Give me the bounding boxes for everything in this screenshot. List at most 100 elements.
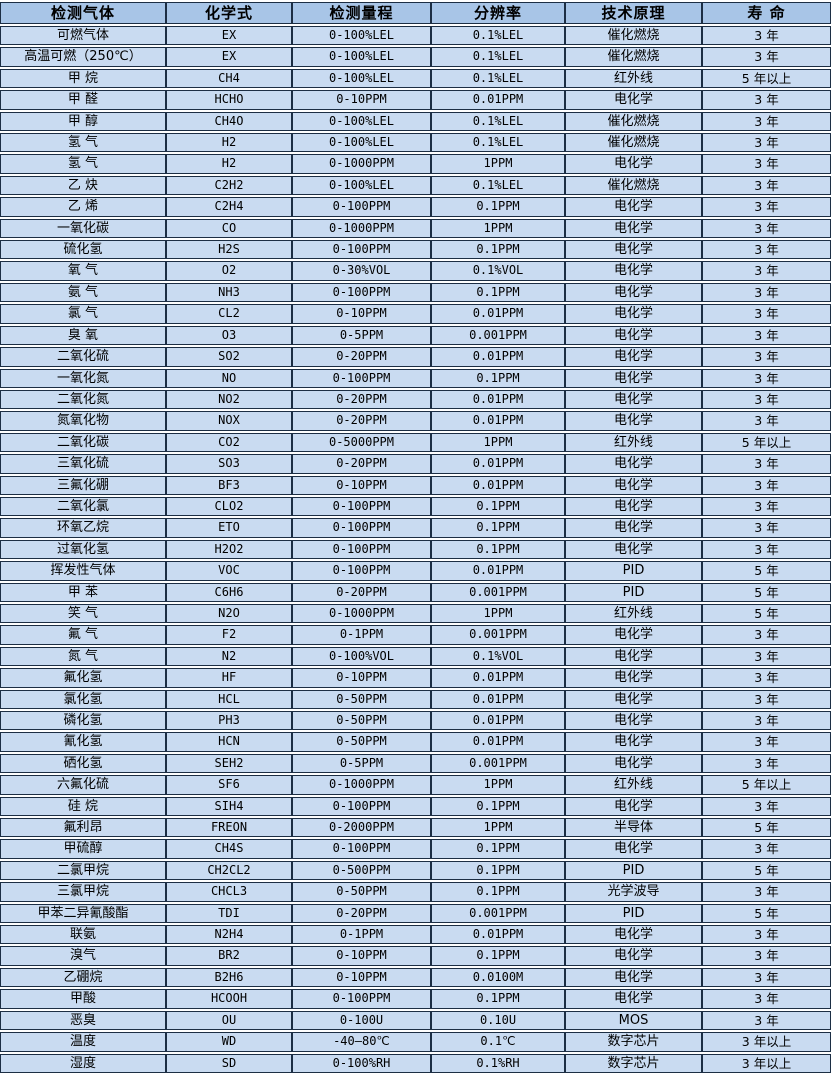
cell: SEH2 [166, 753, 292, 774]
cell: 0.01PPM [431, 925, 565, 945]
cell: 温度 [0, 1032, 166, 1052]
cell: 电化学 [565, 796, 702, 817]
table-row: 环氧乙烷 ETO 0-100PPM 0.1PPM 电化学 3 年 [0, 518, 831, 538]
cell: 臭 氧 [0, 325, 166, 346]
column-header: 技术原理 [565, 2, 702, 24]
cell: 0-100PPM [292, 282, 431, 303]
cell: 0.01PPM [431, 711, 565, 731]
table-row: 三氯甲烷 CHCL3 0-50PPM 0.1PPM 光学波导 3 年 [0, 882, 831, 902]
cell: 数字芯片 [565, 1053, 702, 1073]
cell: 0-100PPM [292, 496, 431, 517]
cell: 电化学 [565, 240, 702, 260]
cell: 0.01PPM [431, 411, 565, 431]
cell: F2 [166, 625, 292, 645]
table-row: 笑 气 N2O 0-1000PPM 1PPM 红外线 5 年 [0, 603, 831, 624]
cell: 电化学 [565, 668, 702, 688]
column-header: 寿 命 [702, 2, 831, 24]
cell: 0.0100M [431, 967, 565, 988]
cell: 一氧化碳 [0, 218, 166, 239]
cell: HF [166, 668, 292, 688]
cell: 3 年 [702, 689, 831, 709]
table-row: 氰化氢 HCN 0-50PPM 0.01PPM 电化学 3 年 [0, 732, 831, 752]
cell: 0.01PPM [431, 689, 565, 709]
cell: 氨 气 [0, 282, 166, 303]
table-row: 甲苯二异氰酸酯 TDI 0-20PPM 0.001PPM PID 5 年 [0, 903, 831, 924]
table-row: 二氯甲烷 CH2CL2 0-500PPM 0.1PPM PID 5 年 [0, 860, 831, 881]
cell: EX [166, 26, 292, 46]
cell: 电化学 [565, 946, 702, 966]
cell: HCHO [166, 90, 292, 110]
cell: 乙硼烷 [0, 967, 166, 988]
cell: 甲酸 [0, 989, 166, 1009]
cell: NH3 [166, 282, 292, 303]
cell: 3 年 [702, 111, 831, 132]
cell: 0-100%LEL [292, 175, 431, 196]
cell: 电化学 [565, 475, 702, 495]
cell: 电化学 [565, 411, 702, 431]
cell: OU [166, 1010, 292, 1031]
cell: 氢 气 [0, 154, 166, 174]
table-row: 甲 苯 C6H6 0-20PPM 0.001PPM PID 5 年 [0, 582, 831, 602]
cell: 可燃气体 [0, 26, 166, 46]
table-row: 氟利昂 FREON 0-2000PPM 1PPM 半导体 5 年 [0, 818, 831, 838]
cell: 二氧化硫 [0, 347, 166, 367]
cell: 0-1000PPM [292, 218, 431, 239]
cell: 0.001PPM [431, 582, 565, 602]
cell: CH4 [166, 68, 292, 89]
cell: 电化学 [565, 218, 702, 239]
cell: 催化燃烧 [565, 26, 702, 46]
cell: 甲 醛 [0, 90, 166, 110]
cell: 1PPM [431, 432, 565, 453]
cell: 3 年 [702, 389, 831, 410]
cell: 电化学 [565, 989, 702, 1009]
cell: 0.1PPM [431, 282, 565, 303]
table-row: 六氟化硫 SF6 0-1000PPM 1PPM 红外线 5 年以上 [0, 775, 831, 795]
table-row: 氮氧化物 NOX 0-20PPM 0.01PPM 电化学 3 年 [0, 411, 831, 431]
cell: 5 年以上 [702, 775, 831, 795]
cell: 3 年 [702, 47, 831, 67]
cell: 3 年 [702, 539, 831, 560]
cell: 0-30%VOL [292, 261, 431, 281]
cell: SO3 [166, 454, 292, 474]
cell: 0.1PPM [431, 989, 565, 1009]
cell: 0-5000PPM [292, 432, 431, 453]
cell: 甲 醇 [0, 111, 166, 132]
cell: 0.1PPM [431, 882, 565, 902]
cell: 3 年 [702, 197, 831, 217]
cell: 0.01PPM [431, 454, 565, 474]
cell: 0.01PPM [431, 389, 565, 410]
cell: 三氯甲烷 [0, 882, 166, 902]
cell: 0.1PPM [431, 197, 565, 217]
cell: 0-100%LEL [292, 133, 431, 153]
cell: 0-50PPM [292, 689, 431, 709]
cell: 0-5PPM [292, 753, 431, 774]
cell: SD [166, 1053, 292, 1073]
cell: 0-100PPM [292, 518, 431, 538]
cell: 氯 气 [0, 304, 166, 324]
table-row: 硅 烷 SIH4 0-100PPM 0.1PPM 电化学 3 年 [0, 796, 831, 817]
cell: PID [565, 561, 702, 581]
cell: 0-20PPM [292, 454, 431, 474]
cell: 3 年 [702, 347, 831, 367]
cell: 0.01PPM [431, 732, 565, 752]
cell: 3 年 [702, 518, 831, 538]
cell: 红外线 [565, 775, 702, 795]
cell: 0-20PPM [292, 903, 431, 924]
cell: 电化学 [565, 689, 702, 709]
cell: 电化学 [565, 753, 702, 774]
cell: 1PPM [431, 603, 565, 624]
cell: SF6 [166, 775, 292, 795]
cell: 3 年 [702, 711, 831, 731]
table-row: 二氧化氯 CLO2 0-100PPM 0.1PPM 电化学 3 年 [0, 496, 831, 517]
cell: 0.1%RH [431, 1053, 565, 1073]
cell: 乙 炔 [0, 175, 166, 196]
cell: 0.1PPM [431, 946, 565, 966]
cell: 0-1000PPM [292, 154, 431, 174]
cell: 0.1%LEL [431, 26, 565, 46]
table-row: 挥发性气体 VOC 0-100PPM 0.01PPM PID 5 年 [0, 561, 831, 581]
cell: 甲 苯 [0, 582, 166, 602]
cell: 电化学 [565, 454, 702, 474]
table-row: 二氧化碳 CO2 0-5000PPM 1PPM 红外线 5 年以上 [0, 432, 831, 453]
table-row: 可燃气体 EX 0-100%LEL 0.1%LEL 催化燃烧 3 年 [0, 26, 831, 46]
